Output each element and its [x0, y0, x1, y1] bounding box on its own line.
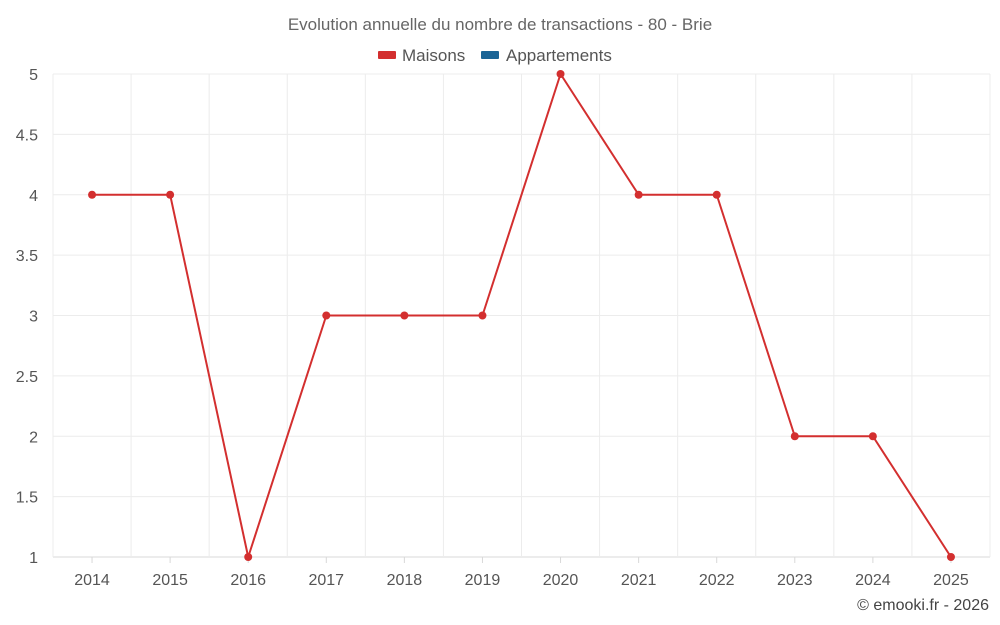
x-tick-label: 2022: [699, 572, 735, 589]
series-line-maisons: [92, 73, 952, 558]
data-point-maisons[interactable]: [88, 190, 97, 199]
legend-swatch-appartements: [481, 51, 499, 59]
legend-label-appartements: Appartements: [506, 46, 612, 65]
y-tick-label: 1.5: [16, 490, 38, 507]
y-tick-label: 4: [29, 188, 38, 205]
data-point-maisons[interactable]: [322, 311, 331, 320]
x-tick-label: 2020: [543, 572, 579, 589]
x-tick-label: 2017: [308, 572, 344, 589]
data-point-maisons[interactable]: [712, 190, 721, 199]
legend-item-appartements[interactable]: Appartements: [481, 46, 612, 65]
x-tick-label: 2014: [74, 572, 110, 589]
y-tick-label: 4.5: [16, 127, 38, 144]
y-tick-label: 3: [29, 309, 38, 326]
data-point-maisons[interactable]: [946, 553, 955, 561]
data-point-maisons[interactable]: [634, 190, 643, 199]
legend-item-maisons[interactable]: Maisons: [378, 46, 465, 65]
x-tick-label: 2023: [777, 572, 813, 589]
x-tick-label: 2019: [465, 572, 501, 589]
data-point-maisons[interactable]: [166, 190, 175, 199]
x-tick-label: 2021: [621, 572, 657, 589]
y-tick-label: 5: [29, 67, 38, 84]
series: [88, 70, 955, 561]
data-point-maisons[interactable]: [790, 432, 799, 441]
x-tick-label: 2015: [152, 572, 188, 589]
axes: 1 1.5 2 2.5 3 3.5 4 4.5 5 2014 2015 2016 2017 2018 201…: [16, 67, 969, 589]
legend-label-maisons: Maisons: [402, 46, 465, 65]
x-tick-label: 2016: [230, 572, 266, 589]
credit-text: © emooki.fr - 2026: [857, 597, 989, 614]
y-tick-label: 2.5: [16, 369, 38, 386]
legend: Maisons Appartements: [378, 46, 612, 65]
chart-title: Evolution annuelle du nombre de transact…: [288, 15, 712, 34]
y-tick-label: 2: [29, 429, 38, 446]
data-point-maisons[interactable]: [400, 311, 409, 320]
y-tick-label: 1: [29, 550, 38, 567]
x-tick-label: 2018: [387, 572, 423, 589]
data-point-maisons[interactable]: [556, 70, 565, 78]
y-tick-label: 3.5: [16, 248, 38, 265]
data-point-maisons[interactable]: [478, 311, 487, 320]
x-tick-label: 2025: [933, 572, 969, 589]
data-point-maisons[interactable]: [244, 553, 253, 561]
grid: [52, 73, 991, 558]
x-tick-label: 2024: [855, 572, 891, 589]
legend-swatch-maisons: [378, 51, 396, 59]
data-point-maisons[interactable]: [868, 432, 877, 441]
